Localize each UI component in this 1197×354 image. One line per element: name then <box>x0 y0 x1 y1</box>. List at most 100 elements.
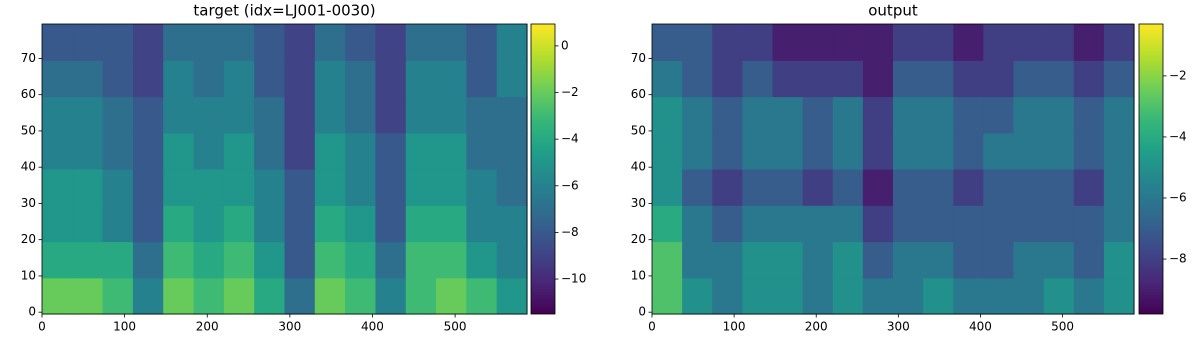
heatmap-cell <box>375 132 407 170</box>
heatmap-cell <box>132 205 164 243</box>
heatmap-cell <box>1013 241 1045 279</box>
x-tick-label: 0 <box>648 320 656 334</box>
heatmap-cell <box>682 241 713 279</box>
heatmap-cell <box>1073 205 1105 243</box>
heatmap-cell <box>923 24 954 61</box>
heatmap-cell <box>983 60 1015 98</box>
plot-frame <box>651 23 1135 315</box>
heatmap-cell <box>375 277 407 315</box>
heatmap-cell <box>223 277 255 315</box>
heatmap-cell <box>923 277 954 315</box>
heatmap-cell <box>314 60 346 98</box>
heatmap-cell <box>466 24 498 61</box>
colorbar-tick-label: −2 <box>1169 68 1187 82</box>
heatmap-cell <box>345 205 377 243</box>
heatmap-cell <box>254 60 286 98</box>
heatmap-cell <box>652 60 683 98</box>
heatmap-cell <box>254 132 286 170</box>
heatmap-cell <box>923 205 954 243</box>
y-tick-label: 30 <box>631 196 646 210</box>
heatmap-cell <box>284 205 316 243</box>
heatmap-cell <box>375 24 407 61</box>
heatmap-cell <box>983 24 1015 61</box>
heatmap-cell <box>102 132 134 170</box>
heatmap-cell <box>132 24 164 61</box>
heatmap-cell <box>436 132 467 170</box>
y-tick-label: 0 <box>638 305 646 319</box>
heatmap-cell <box>1073 277 1105 315</box>
heatmap-cell <box>72 24 104 61</box>
heatmap-cell <box>682 169 713 206</box>
heatmap-cell <box>132 132 164 170</box>
heatmap-cell <box>742 96 774 134</box>
heatmap-cell <box>983 277 1015 315</box>
heatmap-cell <box>466 205 498 243</box>
heatmap-cell <box>314 169 346 206</box>
heatmap-cell <box>712 96 743 134</box>
y-tick-label: 40 <box>631 160 646 174</box>
heatmap-cell <box>772 60 804 98</box>
heatmap-cell <box>496 277 528 315</box>
heatmap-cell <box>254 205 286 243</box>
heatmap-cell <box>163 205 195 243</box>
heatmap-cell <box>802 169 834 206</box>
y-tick-label: 20 <box>631 232 646 246</box>
heatmap-cell <box>742 241 774 279</box>
heatmap-cell <box>42 24 73 61</box>
heatmap-cell <box>802 60 834 98</box>
heatmap-cell <box>254 96 286 134</box>
chart-title: target (idx=LJ001-0030) <box>193 2 375 20</box>
heatmap-cell <box>712 277 743 315</box>
heatmap-cell <box>953 132 984 170</box>
heatmap-cell <box>682 96 713 134</box>
heatmap-cell <box>742 169 774 206</box>
colorbar-tick-label: −6 <box>561 178 579 192</box>
heatmap-cell <box>923 96 954 134</box>
heatmap-cell <box>682 277 713 315</box>
heatmap-cell <box>496 60 528 98</box>
x-tick-label: 300 <box>278 320 301 334</box>
heatmap-cell <box>742 277 774 315</box>
heatmap-cell <box>223 169 255 206</box>
heatmap-cell <box>132 60 164 98</box>
heatmap-cell <box>496 96 528 134</box>
heatmap-cell <box>163 60 195 98</box>
heatmap-cell <box>893 60 924 98</box>
heatmap-cell <box>652 132 683 170</box>
heatmap-cell <box>436 205 467 243</box>
heatmap-cell <box>712 24 743 61</box>
heatmap-cell <box>345 277 377 315</box>
heatmap-cell <box>832 205 864 243</box>
heatmap-cell <box>163 96 195 134</box>
heatmap-cell <box>405 205 437 243</box>
heatmap-cell <box>375 205 407 243</box>
heatmap-cell <box>132 241 164 279</box>
heatmap-cell <box>652 96 683 134</box>
heatmap-cell <box>1043 241 1075 279</box>
heatmap-cell <box>102 169 134 206</box>
heatmap-cell <box>223 241 255 279</box>
heatmap-cell <box>862 169 894 206</box>
heatmap-cell <box>405 169 437 206</box>
heatmap-cell <box>742 24 774 61</box>
heatmap-cell <box>436 24 467 61</box>
heatmap-cell <box>862 132 894 170</box>
heatmap-cell <box>466 277 498 315</box>
heatmap-cell <box>466 96 498 134</box>
heatmap-cell <box>72 169 104 206</box>
heatmap-cell <box>42 277 73 315</box>
heatmap-cell <box>42 205 73 243</box>
x-tick-label: 0 <box>38 320 46 334</box>
heatmap-cell <box>652 24 683 61</box>
heatmap-cell <box>742 132 774 170</box>
y-tick-label: 30 <box>21 196 36 210</box>
heatmap-cell <box>72 241 104 279</box>
heatmap-cell <box>284 24 316 61</box>
heatmap-cell <box>284 60 316 98</box>
heatmap-cell <box>375 96 407 134</box>
heatmap-cell <box>682 24 713 61</box>
heatmap-cell <box>712 132 743 170</box>
colorbar-tick-label: −6 <box>1169 191 1187 205</box>
heatmap-cell <box>1103 205 1135 243</box>
heatmap-cell <box>832 132 864 170</box>
